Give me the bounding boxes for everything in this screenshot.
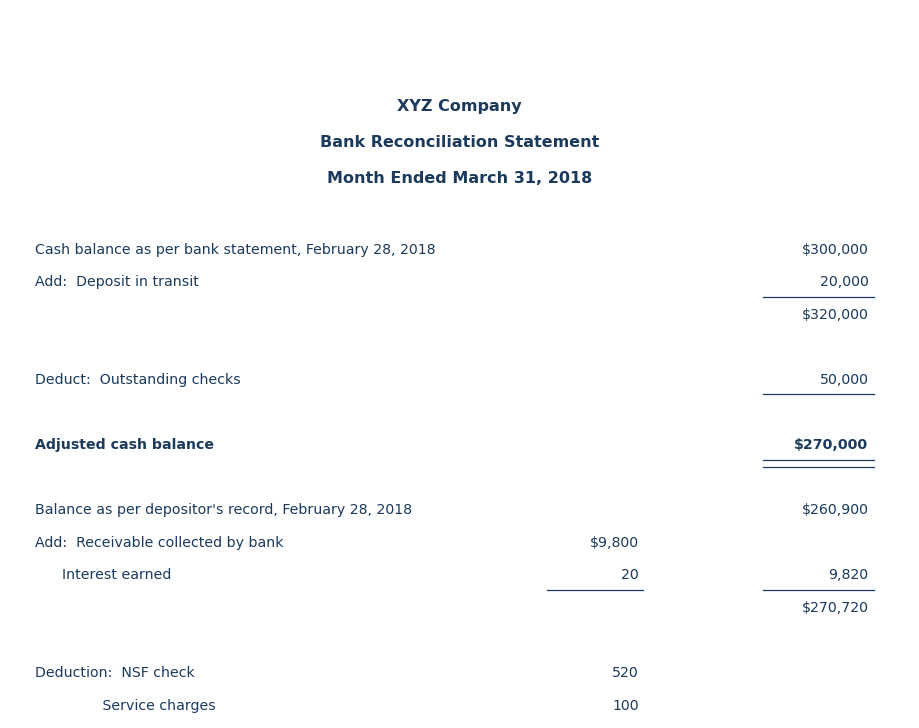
Text: Bank Reconciliation Statement: Bank Reconciliation Statement [62,44,389,63]
Text: $260,900: $260,900 [801,503,868,517]
Text: $300,000: $300,000 [801,242,868,256]
Text: 20,000: 20,000 [820,275,868,289]
Text: Balance as per depositor's record, February 28, 2018: Balance as per depositor's record, Febru… [35,503,412,517]
Text: $320,000: $320,000 [801,308,868,322]
Text: Bank Reconciliation Statement: Bank Reconciliation Statement [320,135,599,150]
Text: 9,820: 9,820 [828,569,868,582]
Text: Cash balance as per bank statement, February 28, 2018: Cash balance as per bank statement, Febr… [35,242,436,256]
Text: 520: 520 [612,666,639,680]
Text: $270,000: $270,000 [794,438,868,452]
Text: Adjusted cash balance: Adjusted cash balance [35,438,214,452]
Text: 20: 20 [621,569,639,582]
Text: $270,720: $270,720 [801,601,868,615]
Text: Month Ended March 31, 2018: Month Ended March 31, 2018 [327,171,592,186]
Text: Add:  Deposit in transit: Add: Deposit in transit [35,275,199,289]
Text: Add:  Receivable collected by bank: Add: Receivable collected by bank [35,536,283,550]
Text: XYZ Company: XYZ Company [397,99,522,114]
Text: Deduct:  Outstanding checks: Deduct: Outstanding checks [35,373,241,387]
Text: Interest earned: Interest earned [35,569,171,582]
Text: 50,000: 50,000 [820,373,868,387]
Text: $9,800: $9,800 [590,536,639,550]
Text: Service charges: Service charges [35,699,216,713]
Text: © Corporate Finance Institute®. All rights reserved.: © Corporate Finance Institute®. All righ… [17,9,313,19]
Text: 100: 100 [612,699,639,713]
Text: Deduction:  NSF check: Deduction: NSF check [35,666,195,680]
